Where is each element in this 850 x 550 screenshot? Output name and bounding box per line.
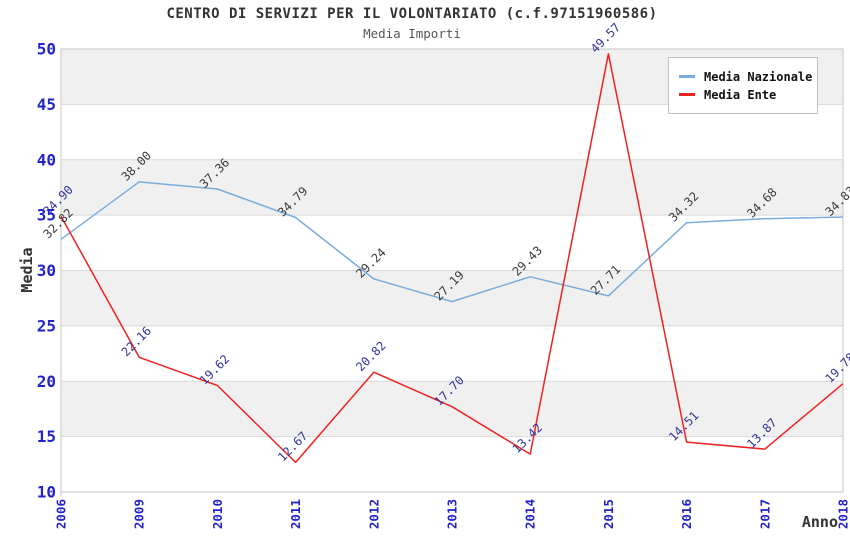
x-axis-title: Anno	[802, 513, 838, 531]
legend-label-media-nazionale: Media Nazionale	[704, 69, 813, 84]
legend-label-media-ente: Media Ente	[704, 87, 777, 102]
legend-item-media-nazionale: Media Nazionale	[679, 69, 817, 84]
chart-title: CENTRO DI SERVIZI PER IL VOLONTARIATO (c…	[166, 6, 658, 22]
legend: Media Nazionale Media Ente	[668, 57, 818, 114]
chart-header: CENTRO DI SERVIZI PER IL VOLONTARIATO (c…	[0, 6, 824, 41]
y-tick-label: 25	[37, 316, 56, 335]
x-tick-label: 2014	[523, 499, 538, 529]
x-tick-label: 2006	[54, 499, 69, 529]
y-tick-label: 10	[37, 483, 56, 502]
legend-item-media-ente: Media Ente	[679, 87, 817, 102]
y-axis-title: Media	[18, 247, 36, 292]
y-tick-label: 20	[37, 372, 56, 391]
x-tick-label: 2012	[366, 499, 381, 529]
y-tick-label: 50	[37, 40, 56, 59]
x-tick-label: 2011	[288, 499, 303, 529]
y-tick-label: 15	[37, 427, 56, 446]
media-ente-line	[60, 53, 844, 464]
y-tick-label: 35	[37, 206, 56, 225]
y-tick-label: 45	[37, 95, 56, 114]
x-tick-label: 2010	[210, 499, 225, 529]
x-tick-label: 2013	[445, 499, 460, 529]
x-tick-label: 2016	[679, 499, 694, 529]
media-ente-line-swatch	[679, 93, 695, 96]
y-tick-label: 40	[37, 150, 56, 169]
media-nazionale-line-swatch	[679, 75, 695, 78]
x-tick-label: 2015	[601, 499, 616, 529]
media-nazionale-line	[60, 181, 844, 303]
y-tick-label: 30	[37, 261, 56, 280]
x-tick-label: 2018	[836, 499, 850, 529]
x-tick-label: 2017	[757, 499, 772, 529]
x-tick-label: 2009	[132, 499, 147, 529]
chart-subtitle: Media Importi	[363, 26, 461, 41]
